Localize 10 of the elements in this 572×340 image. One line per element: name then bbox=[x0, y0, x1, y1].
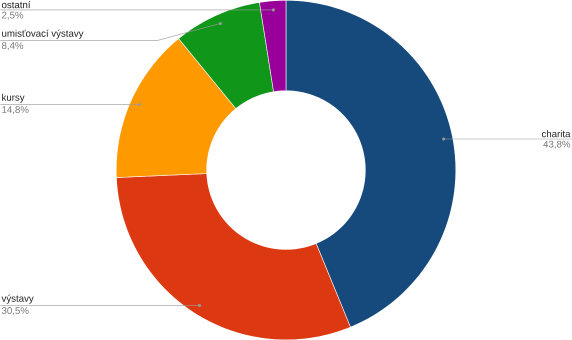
slice-label: umisťovací výstavy bbox=[2, 30, 84, 39]
data-label: 8,4% bbox=[2, 42, 24, 50]
slice-label: charita bbox=[542, 130, 570, 138]
data-label: 30,5% bbox=[2, 307, 29, 316]
slice-label: výstavy bbox=[2, 294, 34, 304]
data-label: 14,8% bbox=[2, 106, 29, 114]
slice-label: kursy bbox=[2, 94, 25, 103]
data-label: 2,5% bbox=[2, 12, 24, 20]
data-label: 43,8% bbox=[543, 140, 570, 149]
slice-label: ostatní bbox=[2, 0, 30, 8]
